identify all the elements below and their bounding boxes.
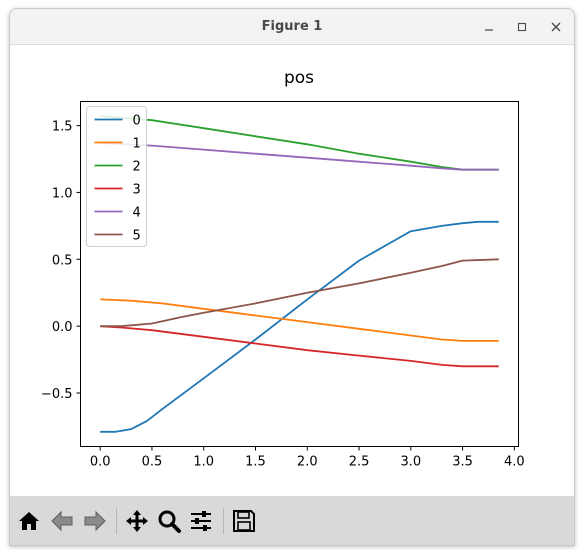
move-icon [126,510,148,532]
title-bar[interactable]: Figure 1 [10,9,574,45]
line-chart: pos 0.0 0.5 1.0 1.5 2.0 2.5 3.0 3.5 4.0 −0.5 0.0 0.… [41,68,525,470]
save-icon [233,510,255,532]
sliders-icon [191,511,211,531]
legend-label-1: 1 [133,137,141,152]
y-tick-label: 1.5 [52,120,73,135]
chart-title: pos [284,68,314,88]
maximize-button[interactable] [511,17,533,37]
legend-label-4: 4 [133,206,141,221]
series-line-0 [100,220,499,433]
zoom-button[interactable] [154,506,184,536]
axes-frame [80,101,519,447]
y-tick-label: 1.0 [52,186,73,201]
close-button[interactable] [545,17,567,37]
x-tick-label: 1.5 [245,455,266,470]
legend-label-3: 3 [133,183,141,198]
forward-button[interactable] [80,506,110,536]
configure-button[interactable] [186,506,216,536]
minimize-button[interactable] [478,17,500,37]
x-tick-label: 0.5 [142,455,163,470]
x-tick-label: 2.5 [349,455,370,470]
series-line-5 [100,258,499,328]
legend-label-5: 5 [133,229,141,244]
home-button[interactable] [14,506,44,536]
x-tick-label: 4.0 [504,455,525,470]
x-tick-label: 3.5 [452,455,473,470]
close-icon [551,22,561,32]
back-arrow-icon [51,510,73,532]
figure-window: Figure 1 pos 0.0 0.5 1.0 1.5 2.0 2.5 3.0 3.5 4.0… [9,8,575,546]
series-line-4 [100,142,499,171]
series-line-2 [100,115,499,171]
maximize-icon [517,22,527,32]
y-tick-label: 0.5 [52,253,73,268]
toolbar-separator [116,508,117,534]
toolbar-separator [223,508,224,534]
minimize-icon [485,29,493,31]
x-tick-label: 1.0 [193,455,214,470]
x-tick-label: 3.0 [400,455,421,470]
navigation-toolbar [10,496,574,545]
series-line-1 [100,298,499,342]
x-tick-label: 0.0 [90,455,111,470]
y-tick-label: 0.0 [52,320,73,335]
back-button[interactable] [47,506,77,536]
x-tick-label: 2.0 [297,455,318,470]
figure-canvas[interactable]: pos 0.0 0.5 1.0 1.5 2.0 2.5 3.0 3.5 4.0 −0.5 0.0 0.… [10,46,574,496]
forward-arrow-icon [84,510,106,532]
legend-label-2: 2 [133,160,141,175]
pan-button[interactable] [122,506,152,536]
y-tick-label: −0.5 [41,387,73,402]
window-title: Figure 1 [261,19,323,34]
zoom-icon [158,510,181,533]
legend-label-0: 0 [133,114,141,129]
home-icon [19,512,39,530]
save-button[interactable] [229,506,259,536]
series-line-3 [100,325,499,368]
